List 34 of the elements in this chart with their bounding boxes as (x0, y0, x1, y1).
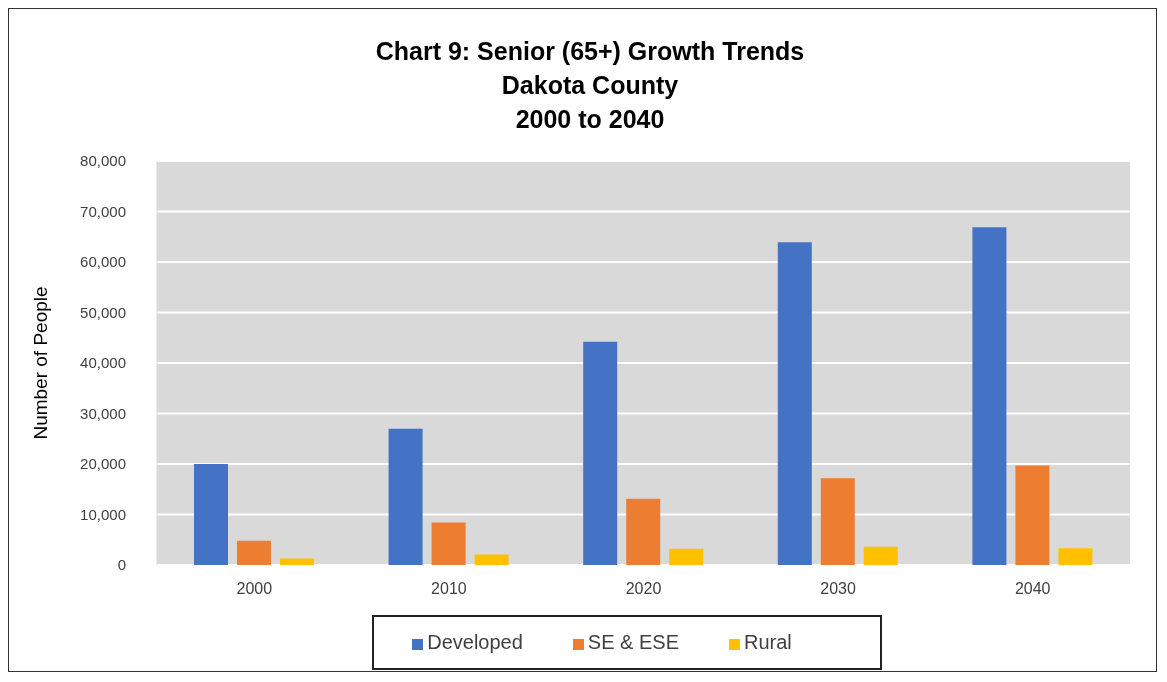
bar (1058, 548, 1093, 565)
bar (972, 227, 1007, 565)
y-tick-label: 60,000 (80, 253, 126, 271)
y-tick-label: 10,000 (80, 505, 126, 523)
y-tick-label: 20,000 (80, 455, 126, 473)
x-tick-label: 2020 (625, 580, 662, 598)
y-axis-title: Number of People (29, 286, 51, 440)
bar (194, 464, 228, 565)
bar (1015, 465, 1050, 565)
y-tick-label: 30,000 (80, 404, 126, 422)
bar (777, 242, 812, 565)
bar (474, 554, 509, 565)
legend-label: Developed (427, 631, 523, 653)
bar (863, 546, 898, 565)
x-tick-label: 2010 (431, 580, 467, 598)
bar (669, 548, 704, 565)
x-tick-label: 2040 (1014, 580, 1051, 598)
x-tick-label: 2000 (236, 580, 273, 598)
x-tick-label: 2030 (820, 580, 856, 598)
legend-label: Rural (743, 631, 792, 653)
y-tick-label: 50,000 (80, 303, 126, 321)
y-tick-label: 70,000 (80, 202, 126, 220)
bar (820, 478, 855, 565)
bar (280, 558, 314, 565)
bar (388, 428, 423, 565)
bar (583, 341, 618, 565)
bar (626, 498, 661, 565)
legend-label: SE & ESE (587, 631, 679, 653)
y-tick-label: 40,000 (80, 354, 126, 372)
bar (431, 522, 466, 565)
y-tick-label: 80,000 (80, 152, 126, 170)
bar (237, 540, 271, 565)
chart-title: Chart 9: Senior (65+) Growth Trends Dakota County 2000 to 2040 (374, 36, 806, 135)
y-tick-label: 0 (117, 556, 126, 574)
